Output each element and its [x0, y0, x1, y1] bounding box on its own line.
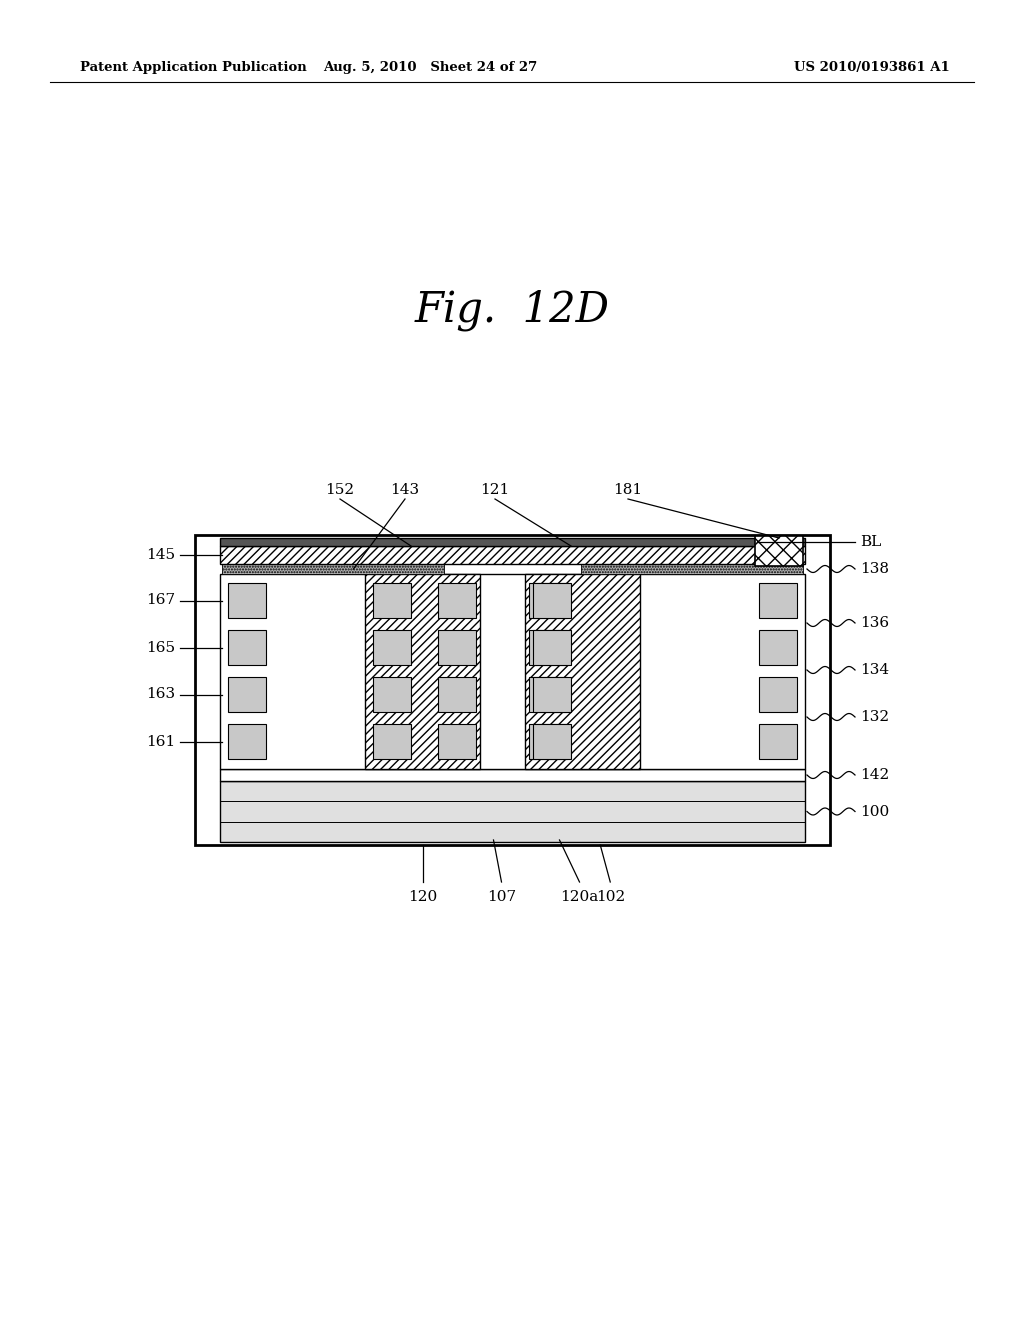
Text: Fig.  12D: Fig. 12D	[415, 289, 609, 331]
Bar	[525, 574, 640, 770]
Text: 120: 120	[408, 890, 437, 904]
Bar	[534, 677, 571, 711]
Bar	[438, 630, 476, 665]
Bar	[373, 630, 411, 665]
Text: 120a: 120a	[560, 890, 599, 904]
Bar	[438, 677, 476, 711]
Bar	[759, 723, 797, 759]
Text: Patent Application Publication: Patent Application Publication	[80, 62, 307, 74]
Text: 107: 107	[487, 890, 516, 904]
Text: 132: 132	[860, 710, 889, 723]
Bar	[373, 723, 411, 759]
Text: 100: 100	[860, 804, 889, 818]
Bar	[228, 583, 266, 618]
Bar	[529, 677, 567, 711]
Bar	[373, 583, 411, 618]
Text: 102: 102	[596, 890, 625, 904]
Text: 143: 143	[390, 483, 420, 498]
Bar	[195, 535, 830, 845]
Bar	[373, 677, 411, 711]
Text: US 2010/0193861 A1: US 2010/0193861 A1	[795, 62, 950, 74]
Text: 142: 142	[860, 768, 889, 781]
Bar	[228, 630, 266, 665]
Bar	[365, 574, 480, 770]
Text: 121: 121	[480, 483, 510, 498]
Bar	[759, 583, 797, 618]
Text: Aug. 5, 2010   Sheet 24 of 27: Aug. 5, 2010 Sheet 24 of 27	[323, 62, 538, 74]
Text: 181: 181	[613, 483, 643, 498]
Text: 161: 161	[145, 734, 175, 748]
Bar	[220, 546, 805, 564]
Text: BL: BL	[860, 535, 882, 549]
Text: 167: 167	[145, 594, 175, 607]
Bar	[529, 583, 567, 618]
Bar	[529, 630, 567, 665]
Bar	[581, 564, 803, 574]
Bar	[534, 583, 571, 618]
Text: 136: 136	[860, 616, 889, 630]
Bar	[220, 539, 805, 546]
Text: 163: 163	[145, 688, 175, 701]
Text: 145: 145	[145, 548, 175, 562]
Bar	[220, 574, 805, 770]
Bar	[438, 723, 476, 759]
Text: 165: 165	[145, 640, 175, 655]
Bar	[759, 630, 797, 665]
Bar	[438, 583, 476, 618]
Text: 134: 134	[860, 663, 889, 677]
Bar	[529, 723, 567, 759]
Bar	[222, 564, 444, 574]
Bar	[759, 677, 797, 711]
Bar	[228, 723, 266, 759]
Bar	[534, 630, 571, 665]
Text: 138: 138	[860, 562, 889, 576]
Bar	[220, 781, 805, 842]
Text: 152: 152	[326, 483, 354, 498]
Bar	[228, 677, 266, 711]
Bar	[534, 723, 571, 759]
Bar	[755, 536, 803, 566]
Bar	[220, 770, 805, 781]
